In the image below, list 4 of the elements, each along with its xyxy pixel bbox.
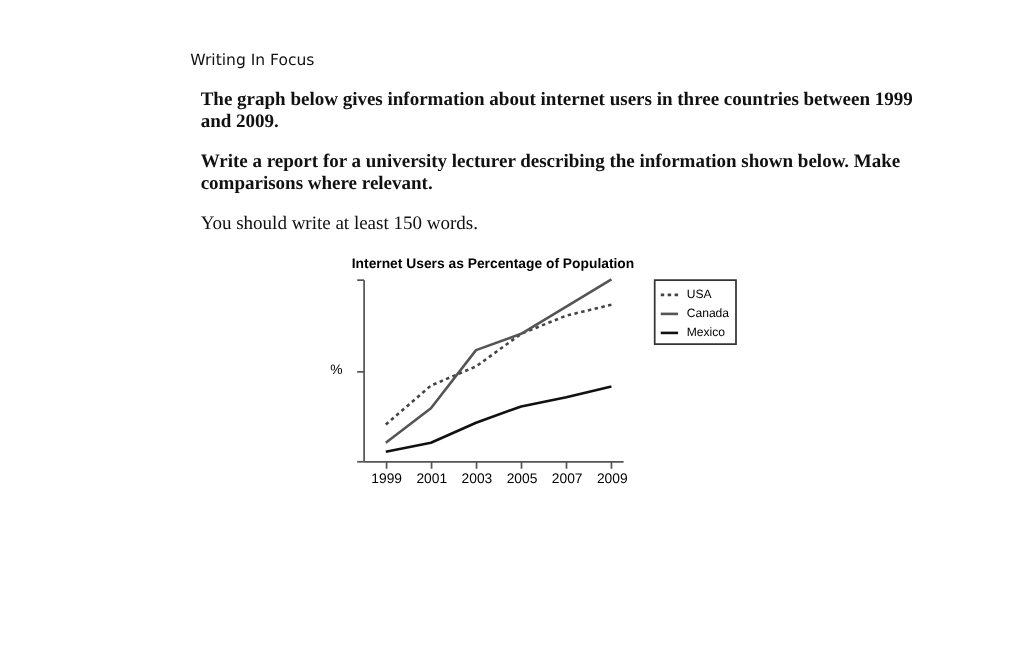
text: Write a report for a university lecturer describing the information shown below. Make comparisons where relevant. [200,152,901,196]
text: The graph below gives information about internet users in three countries between 1999 and 2009. [200,90,914,134]
text: You should write at least 150 words. [200,215,478,236]
text: Writing In Focus [190,50,315,69]
